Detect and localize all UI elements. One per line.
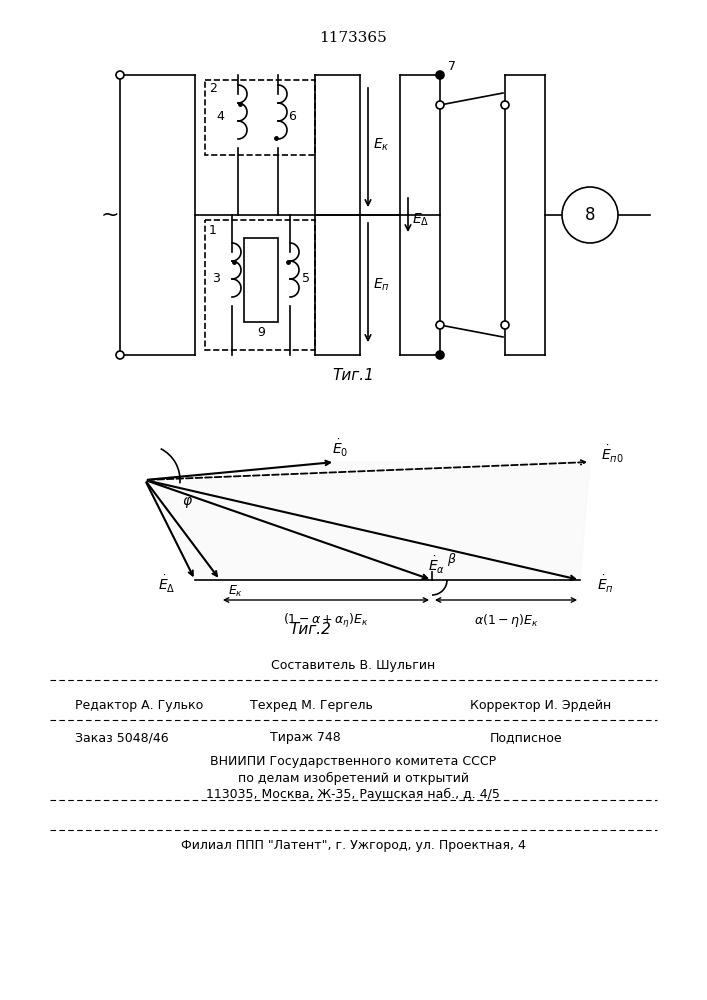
Text: $\dot{E}_\Delta$: $\dot{E}_\Delta$ — [158, 573, 176, 595]
Text: $\beta$: $\beta$ — [448, 552, 457, 568]
Circle shape — [436, 321, 444, 329]
Text: ~: ~ — [100, 205, 119, 225]
Text: Составитель В. Шульгин: Составитель В. Шульгин — [271, 658, 435, 672]
Bar — [205, 80, 315, 155]
Text: 8: 8 — [585, 206, 595, 224]
Circle shape — [436, 351, 444, 359]
Text: $E_п$: $E_п$ — [373, 277, 390, 293]
Text: Τиг.1: Τиг.1 — [332, 367, 374, 382]
Circle shape — [562, 187, 618, 243]
Text: 4: 4 — [216, 110, 224, 123]
Text: $\dot{E}_0$: $\dot{E}_0$ — [332, 437, 349, 459]
Text: $\alpha(1-\eta)E_к$: $\alpha(1-\eta)E_к$ — [474, 612, 538, 629]
Text: 3: 3 — [212, 271, 220, 284]
Text: Редактор А. Гулько: Редактор А. Гулько — [75, 698, 203, 712]
Text: $\dot{E}_\alpha$: $\dot{E}_\alpha$ — [428, 554, 445, 576]
Text: $\dot{E}_п$: $\dot{E}_п$ — [597, 573, 614, 595]
Text: $E_к$: $E_к$ — [373, 137, 390, 153]
Text: по делам изобретений и открытий: по делам изобретений и открытий — [238, 771, 469, 785]
Text: 6: 6 — [288, 110, 296, 123]
Text: 9: 9 — [257, 326, 265, 338]
Bar — [244, 238, 278, 322]
Text: ВНИИПИ Государственного комитета СССР: ВНИИПИ Государственного комитета СССР — [210, 756, 496, 768]
Text: Техред М. Гергель: Техред М. Гергель — [250, 698, 373, 712]
Circle shape — [436, 71, 444, 79]
Text: Τиг.2: Τиг.2 — [289, 622, 331, 638]
Text: $(1-\alpha+\alpha_\eta)E_к$: $(1-\alpha+\alpha_\eta)E_к$ — [283, 612, 369, 630]
Text: $E_к$: $E_к$ — [228, 584, 243, 599]
Text: 1173365: 1173365 — [319, 31, 387, 45]
Circle shape — [501, 101, 509, 109]
Text: 7: 7 — [448, 60, 456, 74]
Text: Корректор И. Эрдейн: Корректор И. Эрдейн — [470, 698, 612, 712]
Text: Заказ 5048/46: Заказ 5048/46 — [75, 732, 169, 744]
Text: Филиал ППП "Латент", г. Ужгород, ул. Проектная, 4: Филиал ППП "Латент", г. Ужгород, ул. Про… — [180, 838, 525, 852]
Text: $\varphi$: $\varphi$ — [182, 494, 192, 510]
Text: $\dot{E}_{п0}$: $\dot{E}_{п0}$ — [601, 443, 624, 465]
Text: Подписное: Подписное — [490, 732, 563, 744]
Text: 2: 2 — [209, 83, 217, 96]
Text: 113035, Москва, Ж-35, Раушская наб., д. 4/5: 113035, Москва, Ж-35, Раушская наб., д. … — [206, 787, 500, 801]
Text: 5: 5 — [302, 271, 310, 284]
Bar — [205, 220, 315, 350]
Circle shape — [436, 101, 444, 109]
Circle shape — [116, 71, 124, 79]
Text: Тираж 748: Тираж 748 — [270, 732, 341, 744]
Circle shape — [116, 351, 124, 359]
Polygon shape — [145, 462, 590, 580]
Text: $E_\Delta$: $E_\Delta$ — [412, 212, 429, 228]
Text: 1: 1 — [209, 224, 217, 236]
Circle shape — [501, 321, 509, 329]
